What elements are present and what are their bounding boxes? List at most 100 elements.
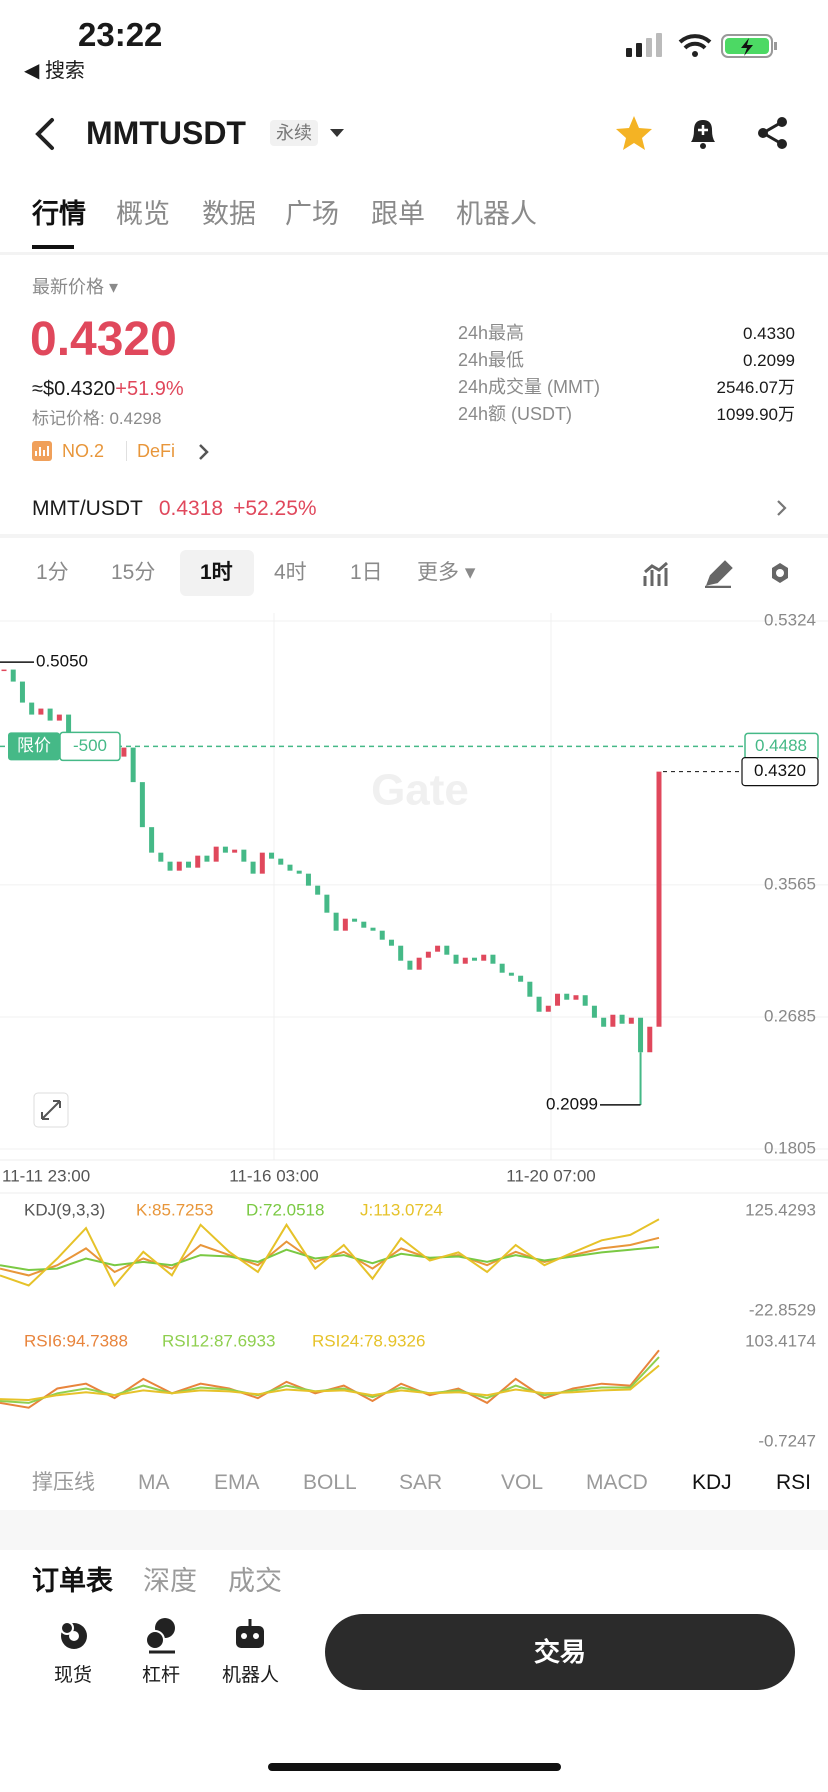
indicator-tab[interactable]: SAR — [399, 1471, 443, 1494]
back-to-app[interactable]: ◀ 搜索 — [24, 60, 85, 82]
rank-icon — [32, 441, 52, 461]
candle — [416, 957, 422, 970]
interval[interactable]: 1时 — [200, 561, 233, 584]
last-price: 0.4320 — [30, 313, 177, 366]
nav-label[interactable]: 现货 — [54, 1665, 93, 1686]
candle — [638, 1017, 644, 1053]
high-label: 0.5050 — [36, 652, 88, 671]
tab[interactable]: 行情 — [32, 199, 86, 229]
interval[interactable]: 1分 — [36, 561, 69, 584]
indicator-legend: RSI12:87.6933 — [162, 1331, 275, 1350]
candle — [121, 747, 127, 757]
home-indicator — [268, 1763, 561, 1771]
candle — [656, 771, 662, 1027]
price-chart: 0.5324 0.3565 0.2685 0.1805 Gate 11-11 23:00 1… — [0, 613, 828, 1450]
candle — [287, 864, 293, 871]
limit-qty-bg — [59, 731, 121, 762]
candle — [398, 945, 404, 961]
limit-price: 0.4488 — [755, 736, 807, 755]
candle — [56, 714, 62, 721]
low-label: 0.2099 — [546, 1094, 598, 1113]
indicator-tab[interactable]: RSI — [776, 1471, 812, 1494]
order-tab[interactable]: 深度 — [143, 1566, 197, 1596]
candle — [444, 945, 450, 955]
divider — [0, 1510, 828, 1550]
back-button[interactable] — [30, 117, 60, 151]
stat-value: 1099.90万 — [716, 405, 795, 424]
tab[interactable]: 数据 — [202, 199, 256, 229]
candle — [490, 954, 496, 964]
x-tick-label: 11-20 07:00 — [506, 1166, 595, 1185]
tab[interactable]: 概览 — [116, 199, 170, 229]
candle — [555, 993, 561, 1006]
candle — [388, 939, 394, 946]
alert-bell[interactable] — [686, 114, 720, 152]
interval[interactable]: 15分 — [111, 561, 156, 584]
symbol: MMTUSDT — [86, 115, 246, 151]
candle — [435, 945, 441, 952]
candle — [213, 846, 219, 862]
indicator-title: KDJ(9,3,3) — [24, 1200, 105, 1219]
candle — [647, 1026, 653, 1053]
candle — [462, 957, 468, 964]
indicator-line — [0, 1356, 660, 1404]
stat-value: 0.4330 — [743, 324, 795, 343]
indicator-legend: RSI6:94.7388 — [24, 1331, 128, 1350]
indicator-line — [0, 1364, 660, 1402]
indicator-tick-label: -0.7247 — [758, 1431, 816, 1450]
candle — [66, 714, 72, 733]
usd-price: ≈$0.4320 — [32, 378, 116, 400]
chart-tools[interactable] — [643, 560, 803, 588]
order-tab[interactable]: 成交 — [228, 1566, 282, 1596]
tab[interactable]: 跟单 — [371, 199, 425, 229]
tab[interactable]: 广场 — [285, 199, 339, 229]
order-tab[interactable]: 订单表 — [32, 1566, 113, 1596]
candle — [195, 855, 201, 868]
nav-label[interactable]: 杠杆 — [142, 1665, 181, 1686]
margin-icon[interactable] — [143, 1616, 181, 1654]
stat-value: 0.2099 — [743, 351, 795, 370]
candle — [19, 681, 25, 703]
candle — [342, 918, 348, 931]
y-tick-label: 0.3565 — [764, 874, 816, 893]
indicator-tab[interactable]: VOL — [501, 1471, 544, 1494]
nav-label[interactable]: 机器人 — [222, 1665, 280, 1686]
indicator-legend: D:72.0518 — [246, 1200, 324, 1219]
symbol-dropdown[interactable] — [328, 127, 346, 139]
chevron[interactable] — [776, 499, 788, 517]
indicator-tab[interactable]: MA — [138, 1471, 170, 1494]
sector[interactable]: DeFi — [137, 441, 176, 461]
usd-price-row: ≈$0.4320+51.9% — [32, 379, 184, 399]
candle — [536, 996, 542, 1012]
spot-price: 0.4318 — [158, 497, 224, 520]
spot-icon[interactable] — [56, 1618, 90, 1652]
indicator-tab[interactable]: EMA — [214, 1471, 260, 1494]
interval: 更多 — [417, 561, 459, 584]
divider — [0, 534, 828, 538]
chevron[interactable] — [198, 443, 210, 461]
indicator-tick-label: 103.4174 — [745, 1331, 816, 1350]
tab[interactable]: 机器人 — [456, 199, 537, 229]
trade-button[interactable]: 交易 — [325, 1614, 795, 1690]
price-label: 最新价格 ▾ — [32, 277, 119, 297]
interval-more[interactable]: 更多 ▾ — [417, 561, 476, 584]
share[interactable] — [756, 116, 790, 150]
spot-row[interactable]: MMT/USDT 0.4318 +52.25% — [32, 498, 317, 519]
stat-label: 24h成交量 (MMT) — [458, 377, 601, 397]
candle — [508, 972, 514, 976]
indicator-tab[interactable]: MACD — [586, 1471, 648, 1494]
candle — [130, 747, 136, 783]
indicator-tab[interactable]: BOLL — [303, 1471, 357, 1494]
candle — [315, 885, 321, 895]
expand-icon — [41, 1100, 61, 1120]
bot-icon[interactable] — [232, 1616, 268, 1652]
indicator-tab[interactable]: 撑压线 — [32, 1471, 95, 1494]
candle — [471, 957, 477, 961]
interval[interactable]: 4时 — [274, 561, 307, 584]
favorite-star[interactable] — [614, 114, 654, 152]
candle — [10, 669, 16, 682]
indicator-tab[interactable]: KDJ — [692, 1471, 732, 1494]
candle — [481, 954, 487, 961]
interval[interactable]: 1日 — [350, 561, 383, 584]
candle — [619, 1014, 625, 1024]
